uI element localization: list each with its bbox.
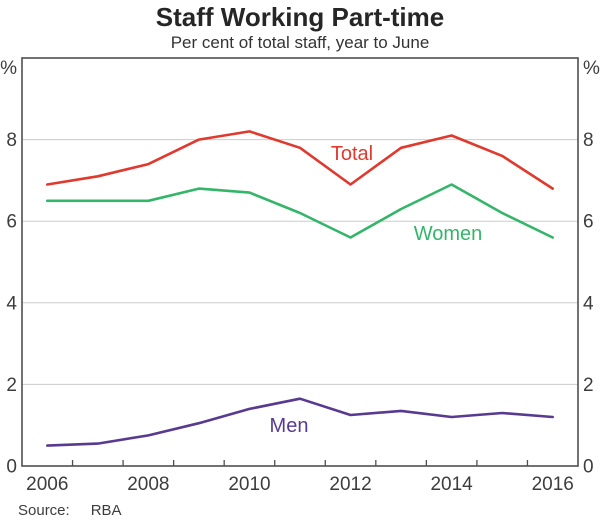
y-tick-label-right: 4 xyxy=(583,293,594,314)
series-line-total xyxy=(45,130,555,190)
source-value: RBA xyxy=(90,502,122,519)
y-tick-label-right: 0 xyxy=(583,457,594,478)
series-label-total: Total xyxy=(331,143,373,165)
y-axis-unit-right: % xyxy=(583,58,600,79)
series-label-men: Men xyxy=(270,415,309,437)
y-tick-label-right: 2 xyxy=(583,375,594,396)
line-chart-canvas: 0 0 2 2 4 4 6 6 8 8% % 2006 2008 2010 2012 2014 2016 Tota… xyxy=(0,57,600,495)
y-tick-label-left: 2 xyxy=(6,375,17,396)
series-line-women xyxy=(45,183,555,239)
series-line-men xyxy=(45,397,555,447)
y-tick-label-right: 6 xyxy=(583,212,594,233)
x-tick-label-2010: 2010 xyxy=(228,474,270,495)
x-tick-label-2006: 2006 xyxy=(26,474,68,495)
y-tick-label-left: 8 xyxy=(6,130,17,151)
chart-title: Staff Working Part-time xyxy=(155,2,445,32)
y-tick-label-left: 0 xyxy=(6,457,17,478)
chart-subtitle: Per cent of total staff, year to June xyxy=(170,33,430,52)
y-tick-label-left: 4 xyxy=(6,293,17,314)
x-tick-label-2012: 2012 xyxy=(329,474,371,495)
source-label: Source: xyxy=(18,502,70,519)
y-axis-unit-left: % xyxy=(0,58,17,79)
source-note: Source: RBA xyxy=(18,502,122,519)
y-tick-label-left: 6 xyxy=(6,212,17,233)
y-tick-label-right: 8 xyxy=(583,130,594,151)
x-tick-label-2008: 2008 xyxy=(127,474,169,495)
series-label-women: Women xyxy=(414,223,483,245)
plot-border xyxy=(21,57,579,467)
x-tick-label-2016: 2016 xyxy=(532,474,574,495)
x-tick-label-2014: 2014 xyxy=(430,474,473,495)
